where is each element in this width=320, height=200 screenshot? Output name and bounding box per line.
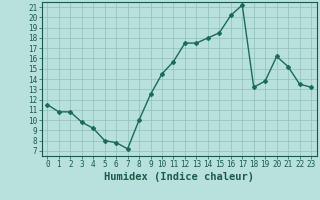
X-axis label: Humidex (Indice chaleur): Humidex (Indice chaleur) xyxy=(104,172,254,182)
